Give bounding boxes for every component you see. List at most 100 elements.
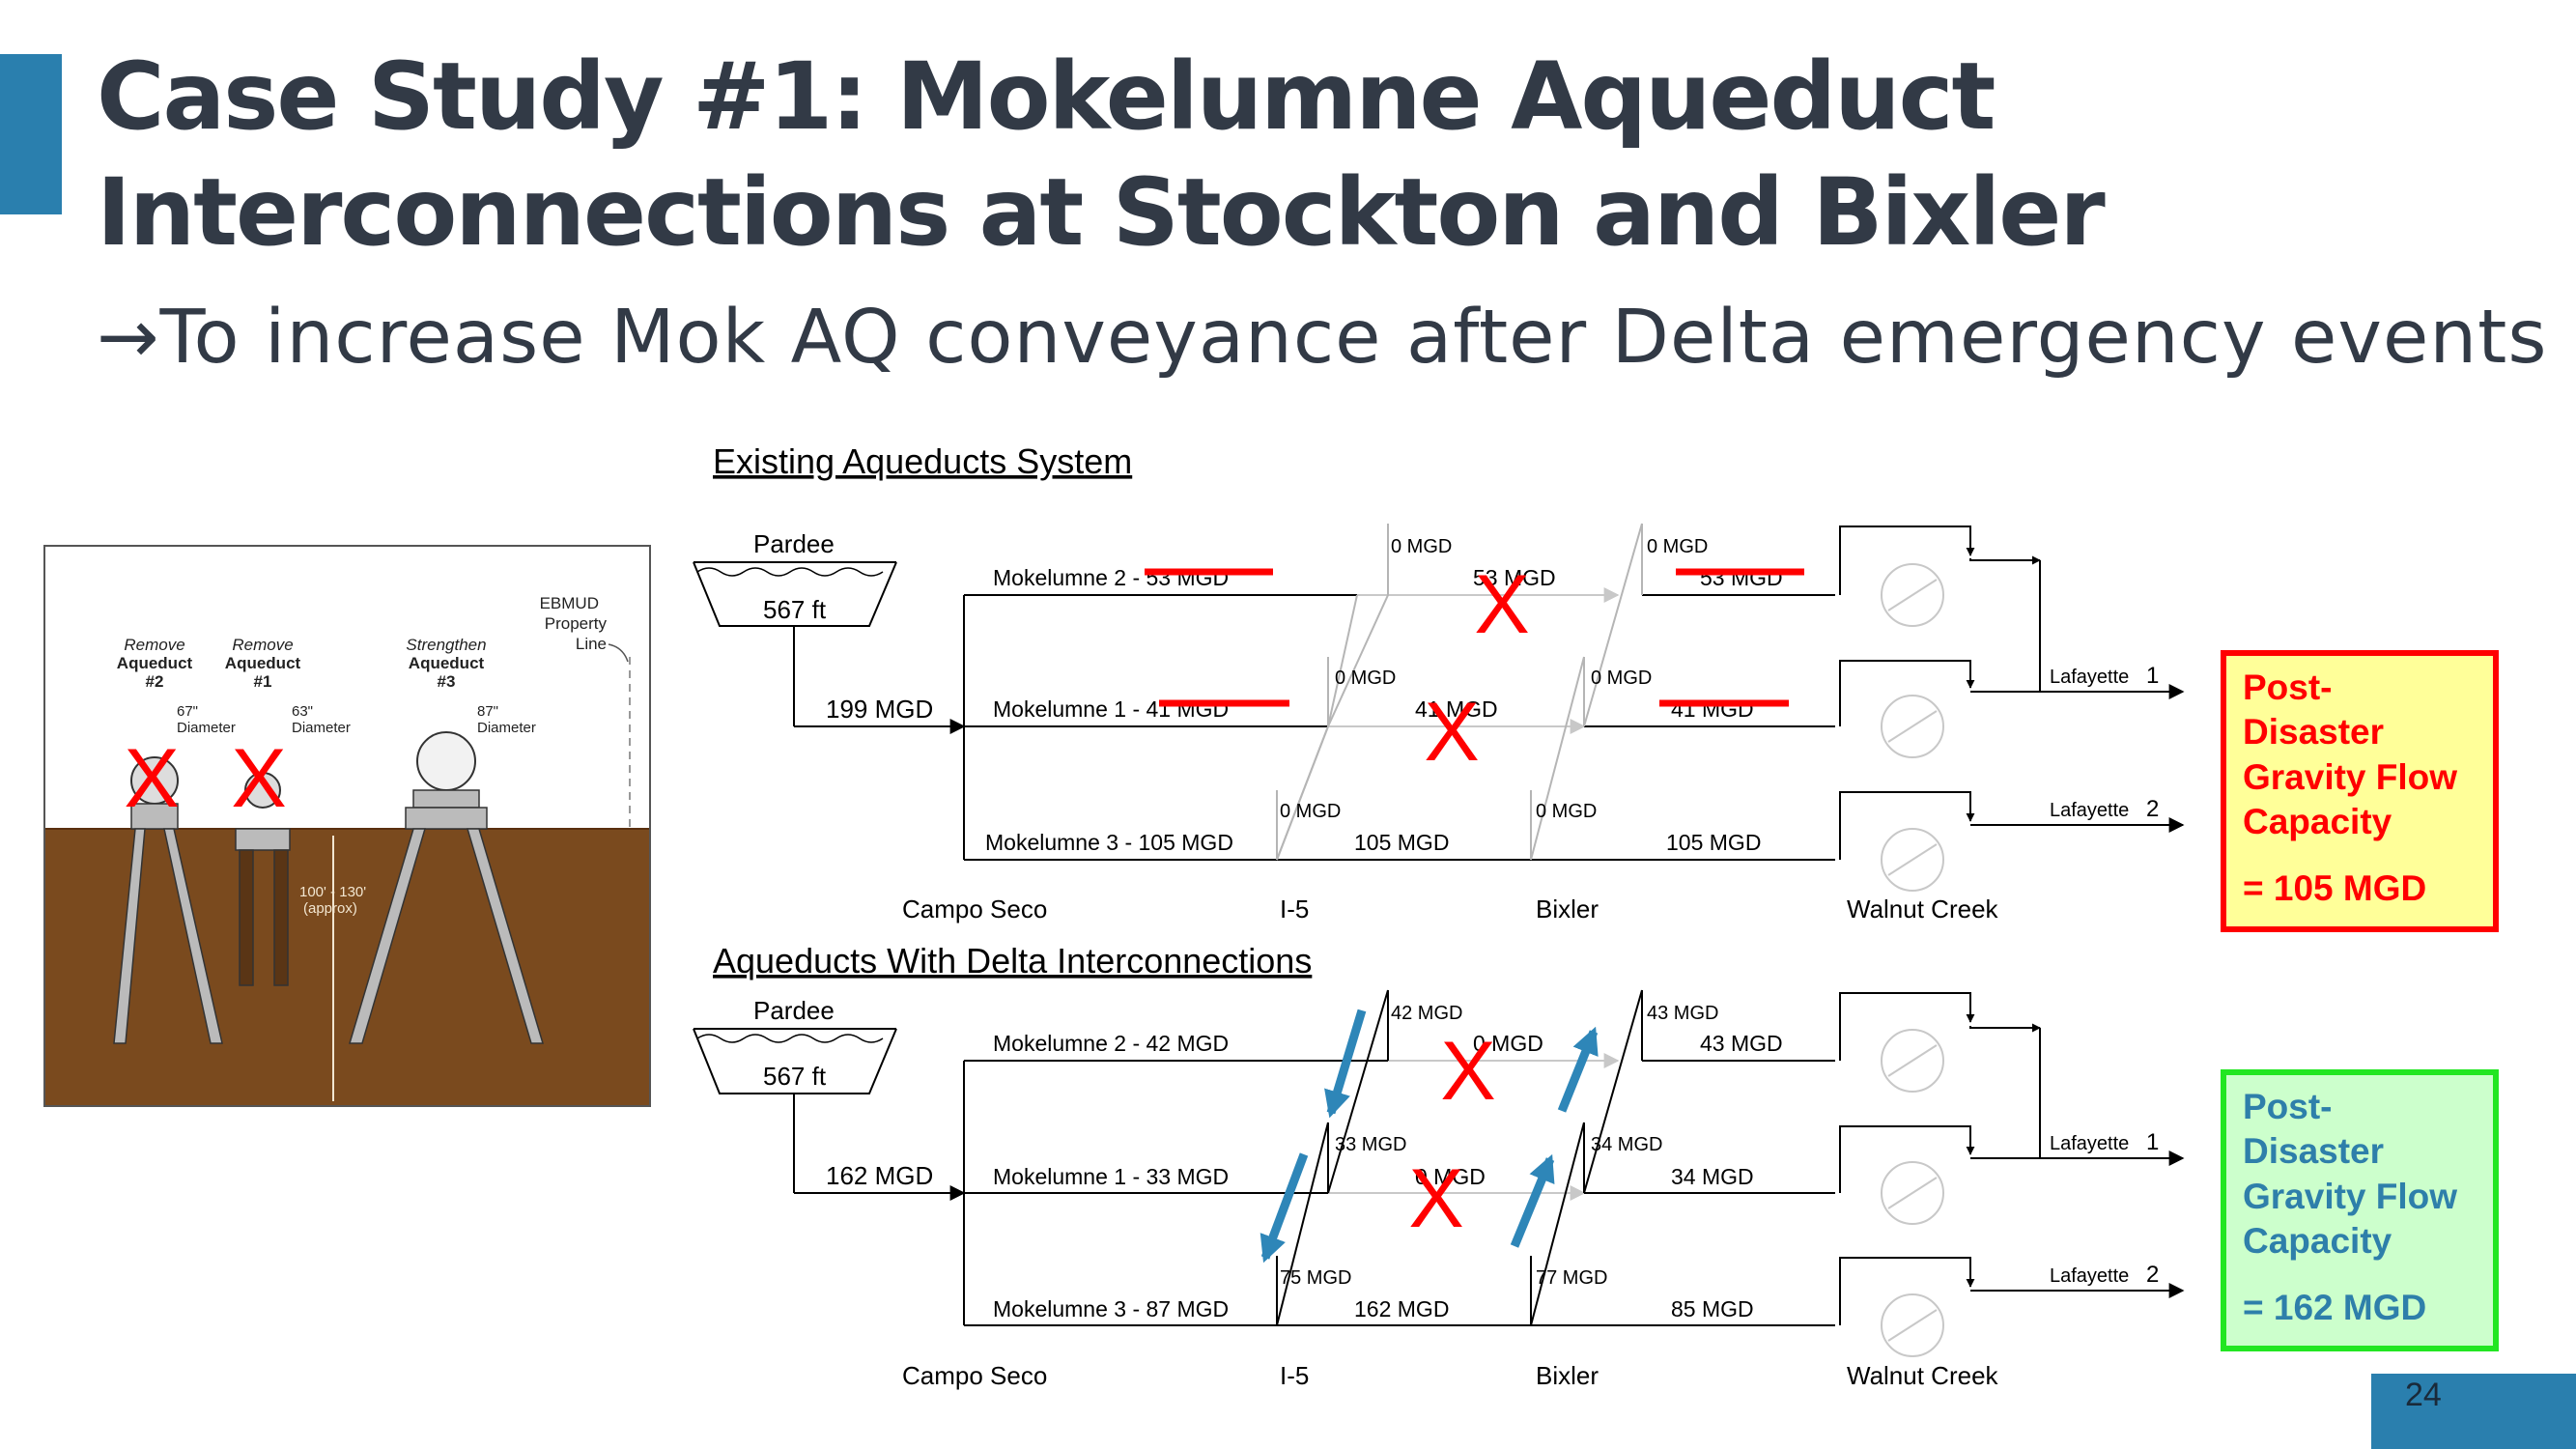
existing-bx-bot: 0 MGD (1536, 801, 1597, 822)
interconnected-capacity-line1: Post- (2243, 1087, 2333, 1126)
remove-1-x-mark: X (231, 732, 286, 825)
flow-arrow-i5-upper (1324, 1009, 1367, 1119)
existing-mok3: Mokelumne 3 - 105 MGD (985, 830, 1233, 855)
flow-arrow-i5-lower (1260, 1152, 1309, 1264)
aqueduct-3-structure (348, 731, 545, 1044)
interconnected-capacity-line4: Capacity (2243, 1221, 2392, 1261)
interconnected-heading: Aqueducts With Delta Interconnections (713, 941, 1312, 980)
interconnected-bx-mid: 34 MGD (1591, 1134, 1662, 1155)
existing-seg1a: 41 MGD (1415, 696, 1498, 722)
existing-i5-mid: 0 MGD (1335, 668, 1396, 689)
existing-loc-bixler: Bixler (1536, 895, 1599, 923)
existing-loc-walnut: Walnut Creek (1847, 895, 1999, 923)
existing-lafayette2: Lafayette (2050, 800, 2129, 821)
interconnected-loc-i5: I-5 (1280, 1361, 1309, 1390)
interconnected-loc-bixler: Bixler (1536, 1361, 1599, 1390)
dia-1: 63" (292, 703, 313, 720)
interconnected-capacity-value: = 162 MGD (2243, 1288, 2426, 1327)
existing-loc-campo: Campo Seco (902, 895, 1047, 923)
interconnected-elevation: 567 ft (763, 1062, 827, 1091)
existing-reservoir: Pardee (753, 529, 835, 558)
property-label-1: EBMUD (540, 594, 599, 612)
strengthen-label: Strengthen (406, 636, 486, 654)
flow-arrow-bixler-lower (1510, 1153, 1555, 1248)
existing-capacity-line1: Post- (2243, 668, 2333, 707)
existing-lafayette1-num: 1 (2146, 663, 2159, 689)
remove-1-aqueduct: Aqueduct (225, 654, 301, 672)
interconnected-seg2b: 43 MGD (1700, 1031, 1783, 1056)
existing-capacity-box (2221, 650, 2499, 932)
slide-title: Case Study #1: Mokelumne Aqueduct Interc… (97, 39, 2318, 270)
aqueduct-2-structure (113, 756, 223, 1044)
dia-2-word: Diameter (177, 720, 236, 736)
interconnected-mok2: Mokelumne 2 - 42 MGD (993, 1031, 1229, 1056)
existing-i5-top: 0 MGD (1391, 536, 1452, 557)
depth-approx: (approx) (303, 900, 357, 917)
page-number-box (2371, 1374, 2576, 1449)
existing-lafayette2-num: 2 (2146, 796, 2159, 822)
existing-system-diagram: Existing Aqueducts System Pardee 567 ft … (693, 441, 2499, 932)
dia-3-word: Diameter (477, 720, 536, 736)
existing-heading: Existing Aqueducts System (713, 441, 1132, 481)
interconnected-x-mark-top: X (1440, 1025, 1495, 1118)
existing-i5-bot: 0 MGD (1280, 801, 1341, 822)
interconnected-system-diagram: Aqueducts With Delta Interconnections Pa… (693, 941, 2499, 1390)
interconnected-bx-top: 43 MGD (1647, 1003, 1718, 1024)
interconnected-reservoir: Pardee (753, 996, 835, 1025)
existing-bx-top: 0 MGD (1647, 536, 1708, 557)
interconnected-mok3: Mokelumne 3 - 87 MGD (993, 1296, 1229, 1321)
interconnected-pump-stations (1839, 992, 2185, 1357)
interconnected-seg3b: 85 MGD (1671, 1296, 1754, 1321)
interconnected-capacity-line2: Disaster (2243, 1131, 2384, 1171)
strengthen-number: #3 (438, 672, 456, 691)
flow-arrow-bixler-upper (1557, 1026, 1599, 1113)
existing-seg2a: 53 MGD (1473, 565, 1556, 590)
remove-2-x-mark: X (124, 732, 179, 825)
interconnected-bx-bot: 77 MGD (1536, 1267, 1607, 1289)
existing-capacity-value: = 105 MGD (2243, 868, 2426, 908)
remove-1-number: #1 (254, 672, 272, 691)
interconnected-seg1a: 0 MGD (1415, 1164, 1486, 1189)
page-number: 24 (2405, 1377, 2442, 1413)
existing-pump-stations (1839, 526, 2185, 892)
title-line-1: Case Study #1: Mokelumne Aqueduct (97, 43, 1996, 151)
interconnected-loc-walnut: Walnut Creek (1847, 1361, 1999, 1390)
remove-2-label: Remove (124, 636, 184, 654)
interconnected-lafayette1-num: 1 (2146, 1129, 2159, 1155)
existing-x-mark-top: X (1474, 558, 1529, 651)
interconnected-inflow: 162 MGD (826, 1161, 933, 1190)
existing-seg3b: 105 MGD (1666, 830, 1761, 855)
existing-elevation: 567 ft (763, 595, 827, 624)
remove-2-number: #2 (146, 672, 164, 691)
existing-lafayette1: Lafayette (2050, 667, 2129, 688)
property-label-3: Line (576, 635, 607, 653)
property-label-2: Property (545, 614, 608, 633)
interconnected-capacity-box (2221, 1069, 2499, 1351)
interconnected-lafayette2-num: 2 (2146, 1262, 2159, 1288)
interconnected-mok1: Mokelumne 1 - 33 MGD (993, 1164, 1229, 1189)
remove-1-label: Remove (232, 636, 293, 654)
dia-2: 67" (177, 703, 198, 720)
existing-bx-mid: 0 MGD (1591, 668, 1652, 689)
interconnected-seg1b: 34 MGD (1671, 1164, 1754, 1189)
title-accent-bar (0, 54, 62, 214)
existing-seg3a: 105 MGD (1354, 830, 1449, 855)
interconnected-i5-top: 42 MGD (1391, 1003, 1462, 1024)
dia-1-word: Diameter (292, 720, 351, 736)
title-line-2: Interconnections at Stockton and Bixler (97, 158, 2106, 267)
interconnected-seg3a: 162 MGD (1354, 1296, 1449, 1321)
existing-capacity-line3: Gravity Flow (2243, 757, 2457, 797)
interconnected-i5-bot: 75 MGD (1280, 1267, 1351, 1289)
interconnected-loc-campo: Campo Seco (902, 1361, 1047, 1390)
existing-x-mark-mid: X (1424, 686, 1479, 779)
existing-inflow: 199 MGD (826, 695, 933, 724)
interconnected-seg2a: 0 MGD (1473, 1031, 1543, 1056)
depth-label: 100' - 130' (299, 884, 366, 900)
interconnected-lafayette2: Lafayette (2050, 1265, 2129, 1287)
aqueduct-1-structure (235, 772, 291, 986)
existing-capacity-line4: Capacity (2243, 802, 2392, 841)
interconnected-lafayette1: Lafayette (2050, 1133, 2129, 1154)
interconnected-capacity-line3: Gravity Flow (2243, 1177, 2457, 1216)
existing-capacity-line2: Disaster (2243, 712, 2384, 752)
